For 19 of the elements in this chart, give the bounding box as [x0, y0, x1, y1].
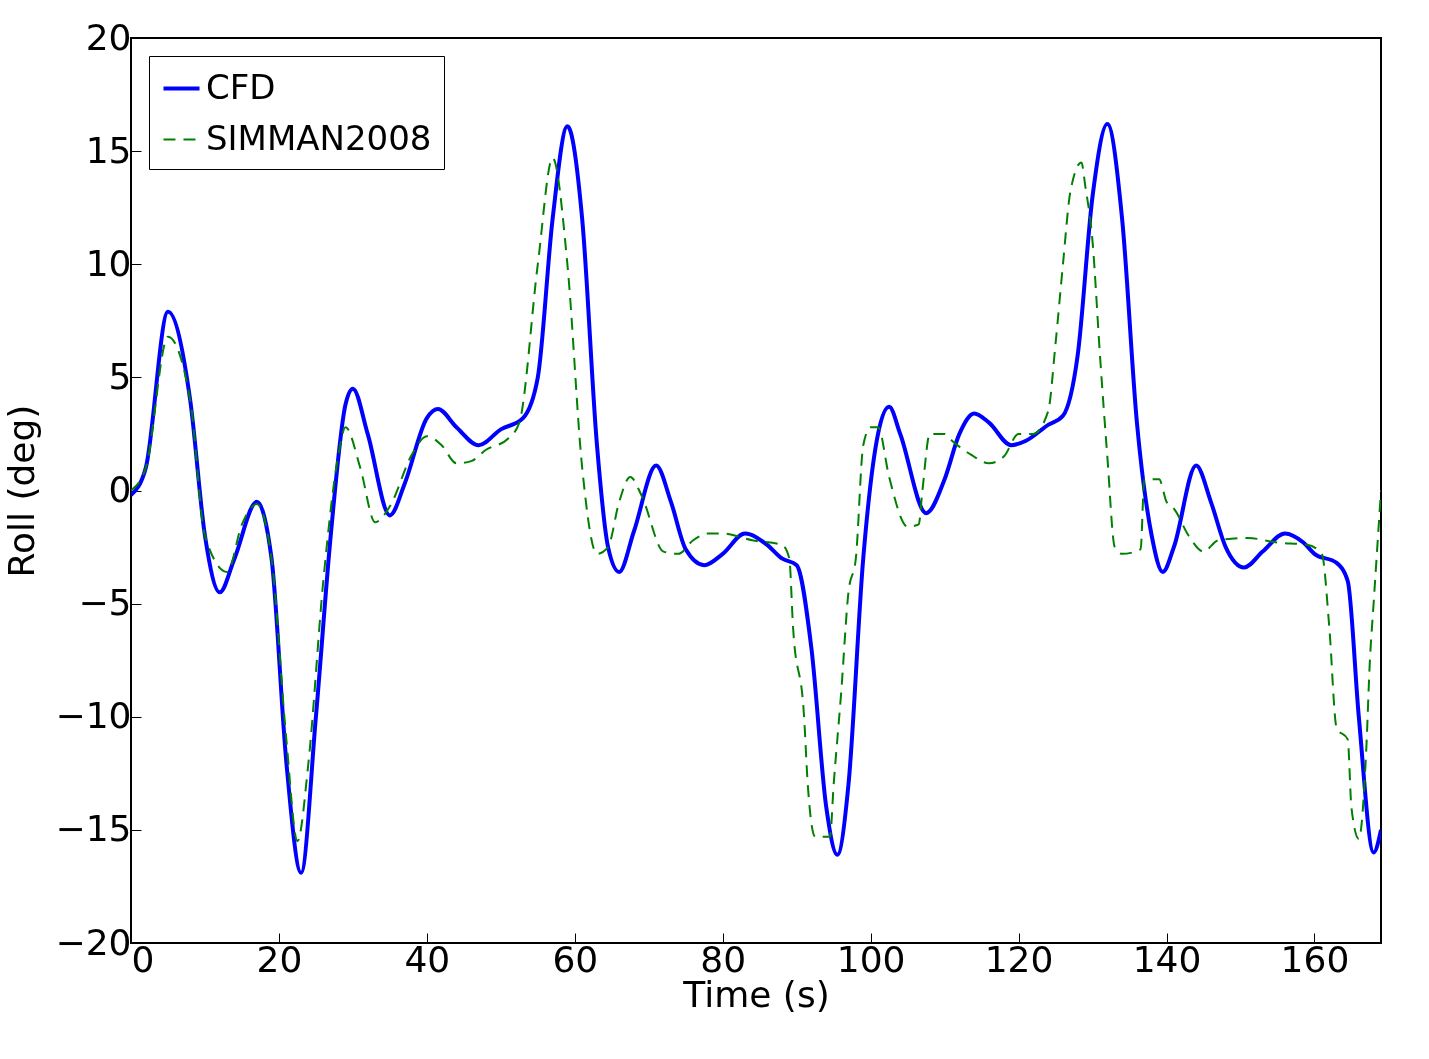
legend-label: SIMMAN2008 — [206, 117, 432, 158]
y-tick-label: −20 — [55, 921, 132, 963]
legend-label: CFD — [206, 66, 276, 107]
x-tick-label: 60 — [552, 938, 599, 980]
y-tick-label: −15 — [55, 808, 132, 850]
y-tick-label: −10 — [55, 695, 132, 737]
x-tick-label: 100 — [836, 938, 906, 980]
x-tick-label: 120 — [984, 938, 1054, 980]
y-axis-title: Roll (deg) — [0, 404, 42, 578]
x-tick-label: 140 — [1132, 938, 1202, 980]
y-tick-label: 15 — [85, 129, 132, 171]
y-tick-label: 5 — [108, 355, 132, 397]
y-tick-label: 20 — [85, 16, 132, 58]
y-tick-label: 10 — [85, 242, 132, 284]
x-tick-label: 20 — [256, 938, 303, 980]
y-tick-label: −5 — [78, 582, 132, 624]
y-tick-label: 0 — [108, 469, 132, 510]
x-tick-label: 40 — [404, 938, 451, 980]
x-tick-label: 160 — [1280, 938, 1350, 980]
